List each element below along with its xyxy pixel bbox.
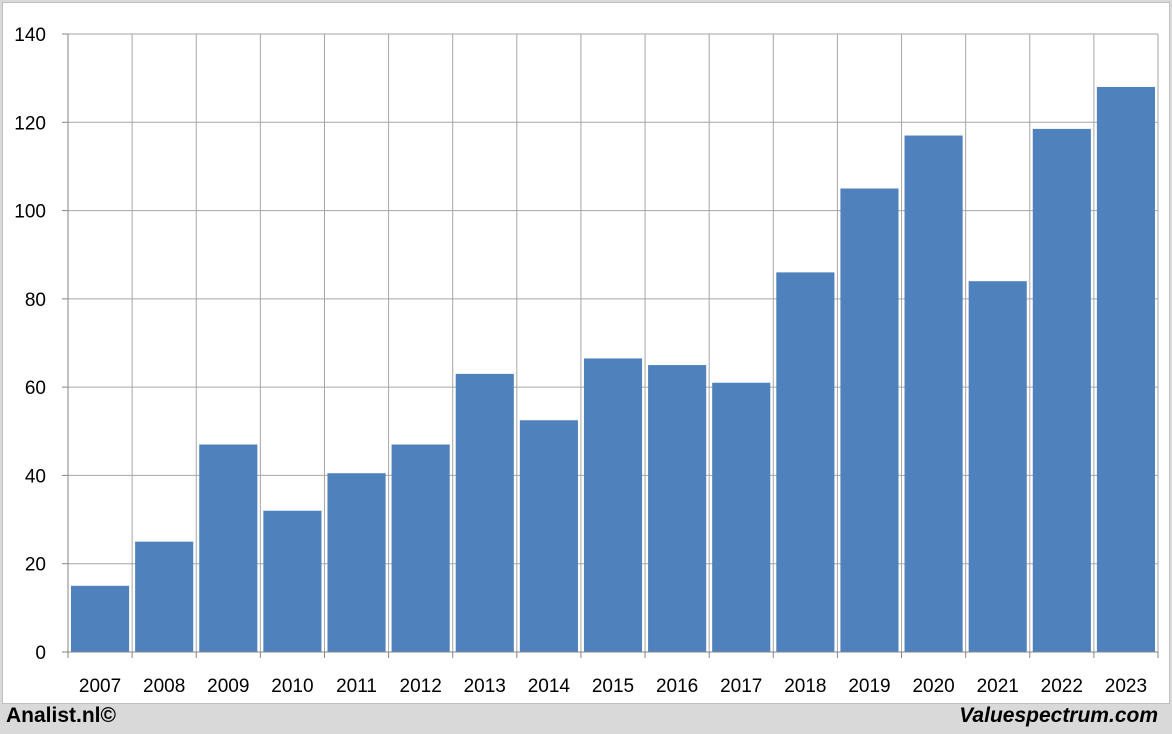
bar-2012 (391, 444, 450, 652)
x-tick-label: 2017 (720, 676, 762, 697)
y-tick-label: 40 (25, 466, 46, 487)
x-tick-label: 2009 (207, 676, 249, 697)
y-tick-label: 140 (14, 25, 46, 46)
x-tick-label: 2022 (1041, 676, 1083, 697)
bar-2018 (776, 272, 835, 652)
x-tick-label: 2008 (143, 676, 185, 697)
site-label: Valuespectrum.com (959, 704, 1158, 727)
bar-2014 (519, 420, 578, 652)
x-tick-label: 2020 (912, 676, 954, 697)
bar-2010 (263, 510, 322, 652)
bar-2021 (968, 281, 1027, 652)
x-tick-label: 2014 (528, 676, 571, 697)
bar-2017 (712, 382, 771, 652)
bar-2011 (327, 473, 386, 652)
bar-2009 (199, 444, 258, 652)
bar-2007 (71, 585, 130, 652)
bar-2020 (904, 135, 963, 652)
x-tick-label: 2012 (400, 676, 442, 697)
x-tick-label: 2019 (848, 676, 890, 697)
bar-2015 (583, 358, 643, 652)
x-tick-label: 2023 (1105, 676, 1147, 697)
bar-2023 (1096, 86, 1155, 652)
y-tick-label: 120 (14, 113, 46, 134)
source-label: Analist.nl© (6, 704, 116, 727)
y-tick-label: 100 (14, 202, 46, 223)
x-tick-label: 2021 (977, 676, 1019, 697)
bar-2016 (648, 365, 707, 652)
x-tick-label: 2013 (464, 676, 506, 697)
bar-2013 (455, 373, 514, 652)
x-tick-label: 2011 (336, 676, 377, 697)
y-tick-label: 20 (25, 555, 46, 576)
bar-2019 (840, 188, 899, 652)
y-tick-label: 60 (25, 378, 46, 399)
bar-2008 (135, 541, 194, 652)
y-tick-label: 0 (35, 643, 46, 664)
x-tick-label: 2010 (271, 676, 313, 697)
x-tick-label: 2018 (784, 676, 826, 697)
x-tick-label: 2016 (656, 676, 698, 697)
x-tick-label: 2015 (592, 676, 634, 697)
x-tick-label: 2007 (79, 676, 121, 697)
y-tick-label: 80 (25, 290, 46, 311)
bar-2022 (1032, 128, 1091, 652)
